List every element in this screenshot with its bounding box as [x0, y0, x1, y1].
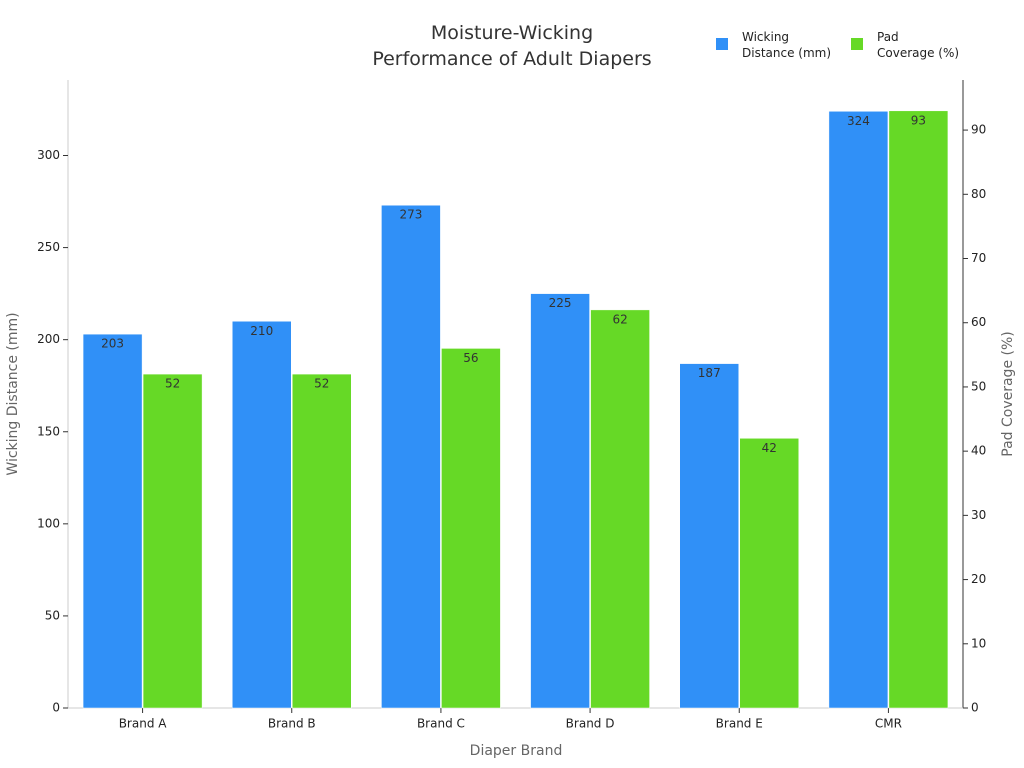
x-tick-label: Brand B — [268, 717, 316, 731]
bar — [441, 348, 501, 709]
value-label: 62 — [612, 312, 627, 326]
bar — [888, 110, 949, 709]
value-label: 56 — [463, 351, 478, 365]
y-tick-label: 100 — [37, 516, 60, 530]
value-label: 52 — [314, 377, 329, 391]
bar — [679, 363, 739, 709]
x-tick-label: Brand D — [566, 717, 615, 731]
y2-tick-label: 70 — [971, 251, 986, 265]
x-axis-label: Diaper Brand — [470, 743, 563, 759]
value-label: 324 — [847, 114, 870, 128]
bar — [232, 321, 292, 709]
x-tick-label: Brand E — [716, 717, 763, 731]
bar — [82, 333, 143, 709]
bar — [739, 438, 799, 709]
y-tick-label: 300 — [37, 148, 60, 162]
value-label: 203 — [101, 337, 124, 351]
value-label: 93 — [911, 113, 926, 127]
chart-title: Moisture-Wicking Performance of Adult Dia… — [372, 22, 651, 70]
bar — [530, 293, 590, 709]
value-label: 210 — [250, 324, 273, 338]
value-label: 52 — [165, 377, 180, 391]
value-label: 42 — [762, 441, 777, 455]
bar — [142, 373, 203, 709]
legend-swatch — [716, 38, 728, 50]
x-tick-label: CMR — [875, 717, 902, 731]
legend-swatch — [851, 38, 863, 50]
value-label: 273 — [399, 208, 422, 222]
bar — [590, 309, 650, 709]
x-tick-label: Brand C — [417, 717, 465, 731]
legend-label: Wicking Distance (mm) — [742, 30, 831, 60]
y2-tick-label: 40 — [971, 444, 986, 458]
y2-tick-label: 10 — [971, 636, 986, 650]
legend-label: Pad Coverage (%) — [877, 30, 959, 60]
bar — [381, 204, 441, 709]
y-tick-label: 0 — [52, 701, 60, 715]
y2-tick-label: 0 — [971, 701, 979, 715]
y2-tick-label: 30 — [971, 508, 986, 522]
y-tick-label: 50 — [45, 608, 60, 622]
value-label: 225 — [549, 296, 572, 310]
x-tick-label: Brand A — [119, 717, 168, 731]
y-tick-label: 250 — [37, 240, 60, 254]
y2-axis-label: Pad Coverage (%) — [1000, 331, 1016, 456]
y-axis-label: Wicking Distance (mm) — [5, 312, 21, 475]
y-tick-label: 200 — [37, 332, 60, 346]
y-tick-label: 150 — [37, 424, 60, 438]
bar — [292, 373, 352, 709]
y2-tick-label: 80 — [971, 187, 986, 201]
bar — [828, 111, 889, 709]
value-label: 187 — [698, 366, 721, 380]
y2-tick-label: 60 — [971, 315, 986, 329]
y2-tick-label: 50 — [971, 379, 986, 393]
y2-tick-label: 90 — [971, 123, 986, 137]
y2-tick-label: 20 — [971, 572, 986, 586]
